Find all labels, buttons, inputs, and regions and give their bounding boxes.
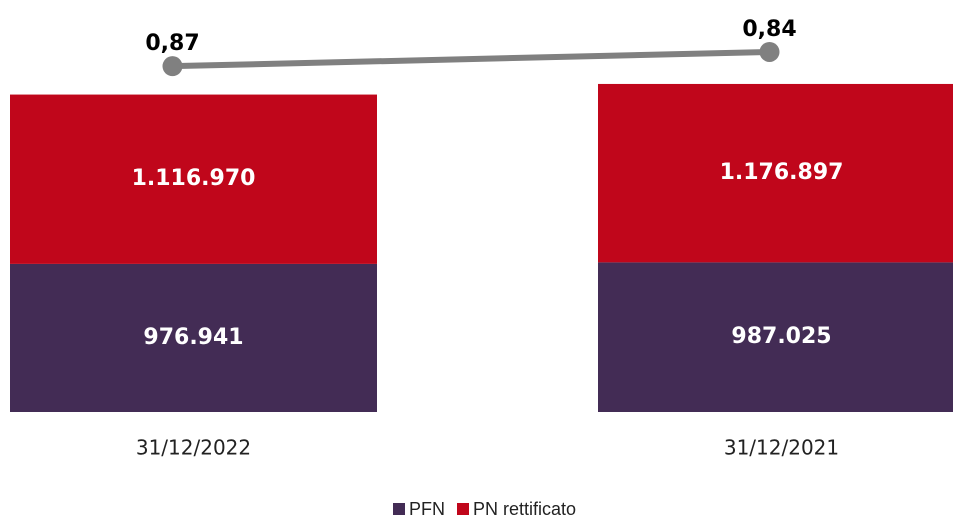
bar-value-label: 1.116.970 [132, 166, 256, 191]
line-value-label: 0,87 [145, 31, 199, 56]
legend-label: PFN [409, 499, 445, 519]
bar-segment [10, 94, 377, 264]
x-tick-label: 31/12/2022 [136, 436, 251, 460]
bar-segment [598, 83, 953, 263]
bar-value-label: 1.176.897 [720, 160, 844, 185]
bar-value-label: 987.025 [731, 324, 831, 349]
line-marker [162, 56, 183, 77]
bar-segment [10, 263, 377, 412]
line [172, 48, 770, 70]
legend-swatch [393, 503, 405, 515]
bar-segment [598, 262, 953, 412]
x-tick-label: 31/12/2021 [724, 436, 839, 460]
line-value-label: 0,84 [742, 17, 796, 42]
legend-swatch [457, 503, 469, 515]
bar-value-label: 976.941 [143, 325, 243, 350]
legend-label: PN rettificato [473, 499, 576, 519]
line-marker [759, 41, 780, 62]
